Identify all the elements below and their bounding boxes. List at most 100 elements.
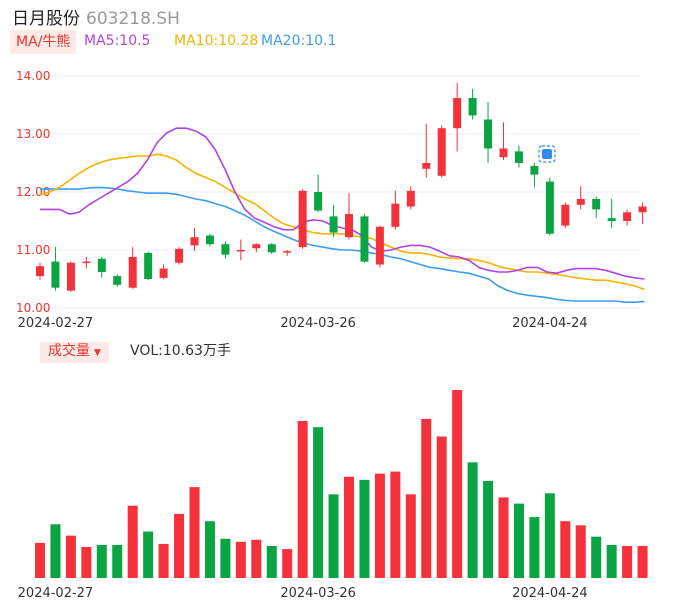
candle-body — [113, 276, 122, 285]
candle-body — [607, 218, 616, 221]
volume-bar — [251, 539, 262, 578]
candle-body — [422, 163, 431, 169]
candle-body — [329, 216, 338, 233]
volume-bar — [204, 521, 215, 578]
date-tick-label: 2024-02-27 — [18, 316, 94, 331]
ma20-line — [40, 186, 645, 304]
candle-body — [51, 261, 60, 288]
candle-body — [36, 266, 44, 277]
date-tick-label: 2024-04-24 — [512, 586, 588, 601]
candle-body — [314, 192, 323, 211]
candle-body — [391, 203, 400, 227]
price-date-labels: 2024-02-27 2024-03-26 2024-04-24 — [18, 316, 588, 331]
candle-body — [545, 181, 554, 234]
volume-bar — [467, 462, 478, 578]
volume-bar — [143, 531, 154, 578]
volume-bar — [235, 541, 246, 578]
volume-bar — [174, 513, 185, 578]
volume-bar — [35, 542, 45, 578]
volume-bar — [65, 535, 76, 578]
price-tick-label: 14.00 — [16, 69, 50, 83]
candle-body — [561, 204, 570, 226]
candle-body — [66, 262, 75, 291]
volume-bar — [282, 549, 293, 578]
candle-body — [298, 190, 307, 248]
volume-date-labels: 2024-02-27 2024-03-26 2024-04-24 — [18, 586, 588, 601]
candle-body — [530, 165, 539, 175]
price-tick-label: 12.00 — [16, 185, 50, 199]
price-tick-label: 13.00 — [16, 127, 50, 141]
candle-body — [267, 244, 276, 253]
ma-indicator-tab[interactable]: MA/牛熊 — [10, 30, 77, 54]
stock-code: 603218.SH — [86, 9, 180, 29]
volume-bar — [328, 494, 339, 578]
candle-body — [175, 248, 184, 263]
volume-bar — [452, 390, 463, 578]
candle-body — [375, 226, 384, 265]
volume-bar — [436, 436, 447, 578]
news-marker-icon[interactable] — [538, 145, 556, 163]
candle-body — [437, 128, 446, 176]
date-tick-label: 2024-04-24 — [512, 316, 588, 331]
volume-bar — [50, 524, 61, 578]
candle-body — [484, 119, 493, 149]
candle-body — [97, 258, 106, 273]
candle-body — [453, 98, 462, 129]
candles — [36, 82, 647, 292]
ma20-legend: MA20:10.1 — [261, 33, 337, 49]
candle-body — [236, 250, 245, 252]
volume-tab-label: 成交量 — [48, 343, 90, 359]
volume-bar — [158, 543, 169, 578]
stock-title: 日月股份 603218.SH — [12, 4, 180, 29]
volume-bar — [483, 480, 494, 578]
volume-bar — [220, 538, 231, 578]
volume-bar — [189, 487, 200, 578]
candle-body — [190, 237, 199, 246]
volume-bar — [498, 497, 509, 578]
candle-body — [221, 244, 230, 255]
caret-down-icon: ▼ — [94, 348, 101, 358]
volume-bar — [529, 517, 540, 578]
candle-body — [205, 235, 214, 245]
volume-bar — [575, 525, 586, 578]
volume-bar — [622, 545, 633, 578]
volume-bar — [96, 544, 107, 578]
candle-body — [252, 244, 261, 249]
volume-bar — [297, 420, 308, 578]
volume-bar — [390, 471, 401, 578]
volume-value: VOL:10.63万手 — [130, 343, 231, 359]
candle-body — [499, 148, 508, 158]
ma10-line — [39, 153, 645, 291]
candle-body — [623, 212, 632, 221]
candle-body — [576, 198, 585, 205]
ma5-line — [40, 127, 645, 280]
volume-bar — [359, 479, 370, 578]
candle-body — [638, 206, 647, 213]
volume-bar — [544, 493, 555, 578]
volume-bars — [35, 390, 648, 578]
volume-bar — [637, 545, 648, 578]
candle-body — [592, 198, 601, 210]
volume-bar — [560, 521, 571, 578]
candle-body — [468, 98, 477, 116]
volume-bar — [313, 427, 324, 578]
volume-bar — [127, 505, 138, 578]
price-tick-label: 11.00 — [16, 243, 50, 257]
volume-bar — [112, 544, 123, 578]
candle-body — [82, 261, 91, 264]
date-tick-label: 2024-02-27 — [18, 586, 94, 601]
candle-body — [128, 256, 137, 288]
candle-body — [360, 216, 369, 262]
volume-bar — [405, 494, 416, 578]
candle-body — [406, 190, 415, 207]
volume-bar — [606, 544, 617, 578]
date-tick-label: 2024-03-26 — [280, 316, 356, 331]
stock-name: 日月股份 — [12, 9, 80, 29]
volume-indicator-tab[interactable]: 成交量 ▼ — [40, 342, 109, 363]
volume-bar — [513, 503, 524, 578]
volume-bar — [344, 476, 354, 578]
price-tick-label: 10.00 — [16, 301, 50, 315]
candle-body — [345, 214, 353, 238]
volume-bar — [374, 473, 385, 578]
